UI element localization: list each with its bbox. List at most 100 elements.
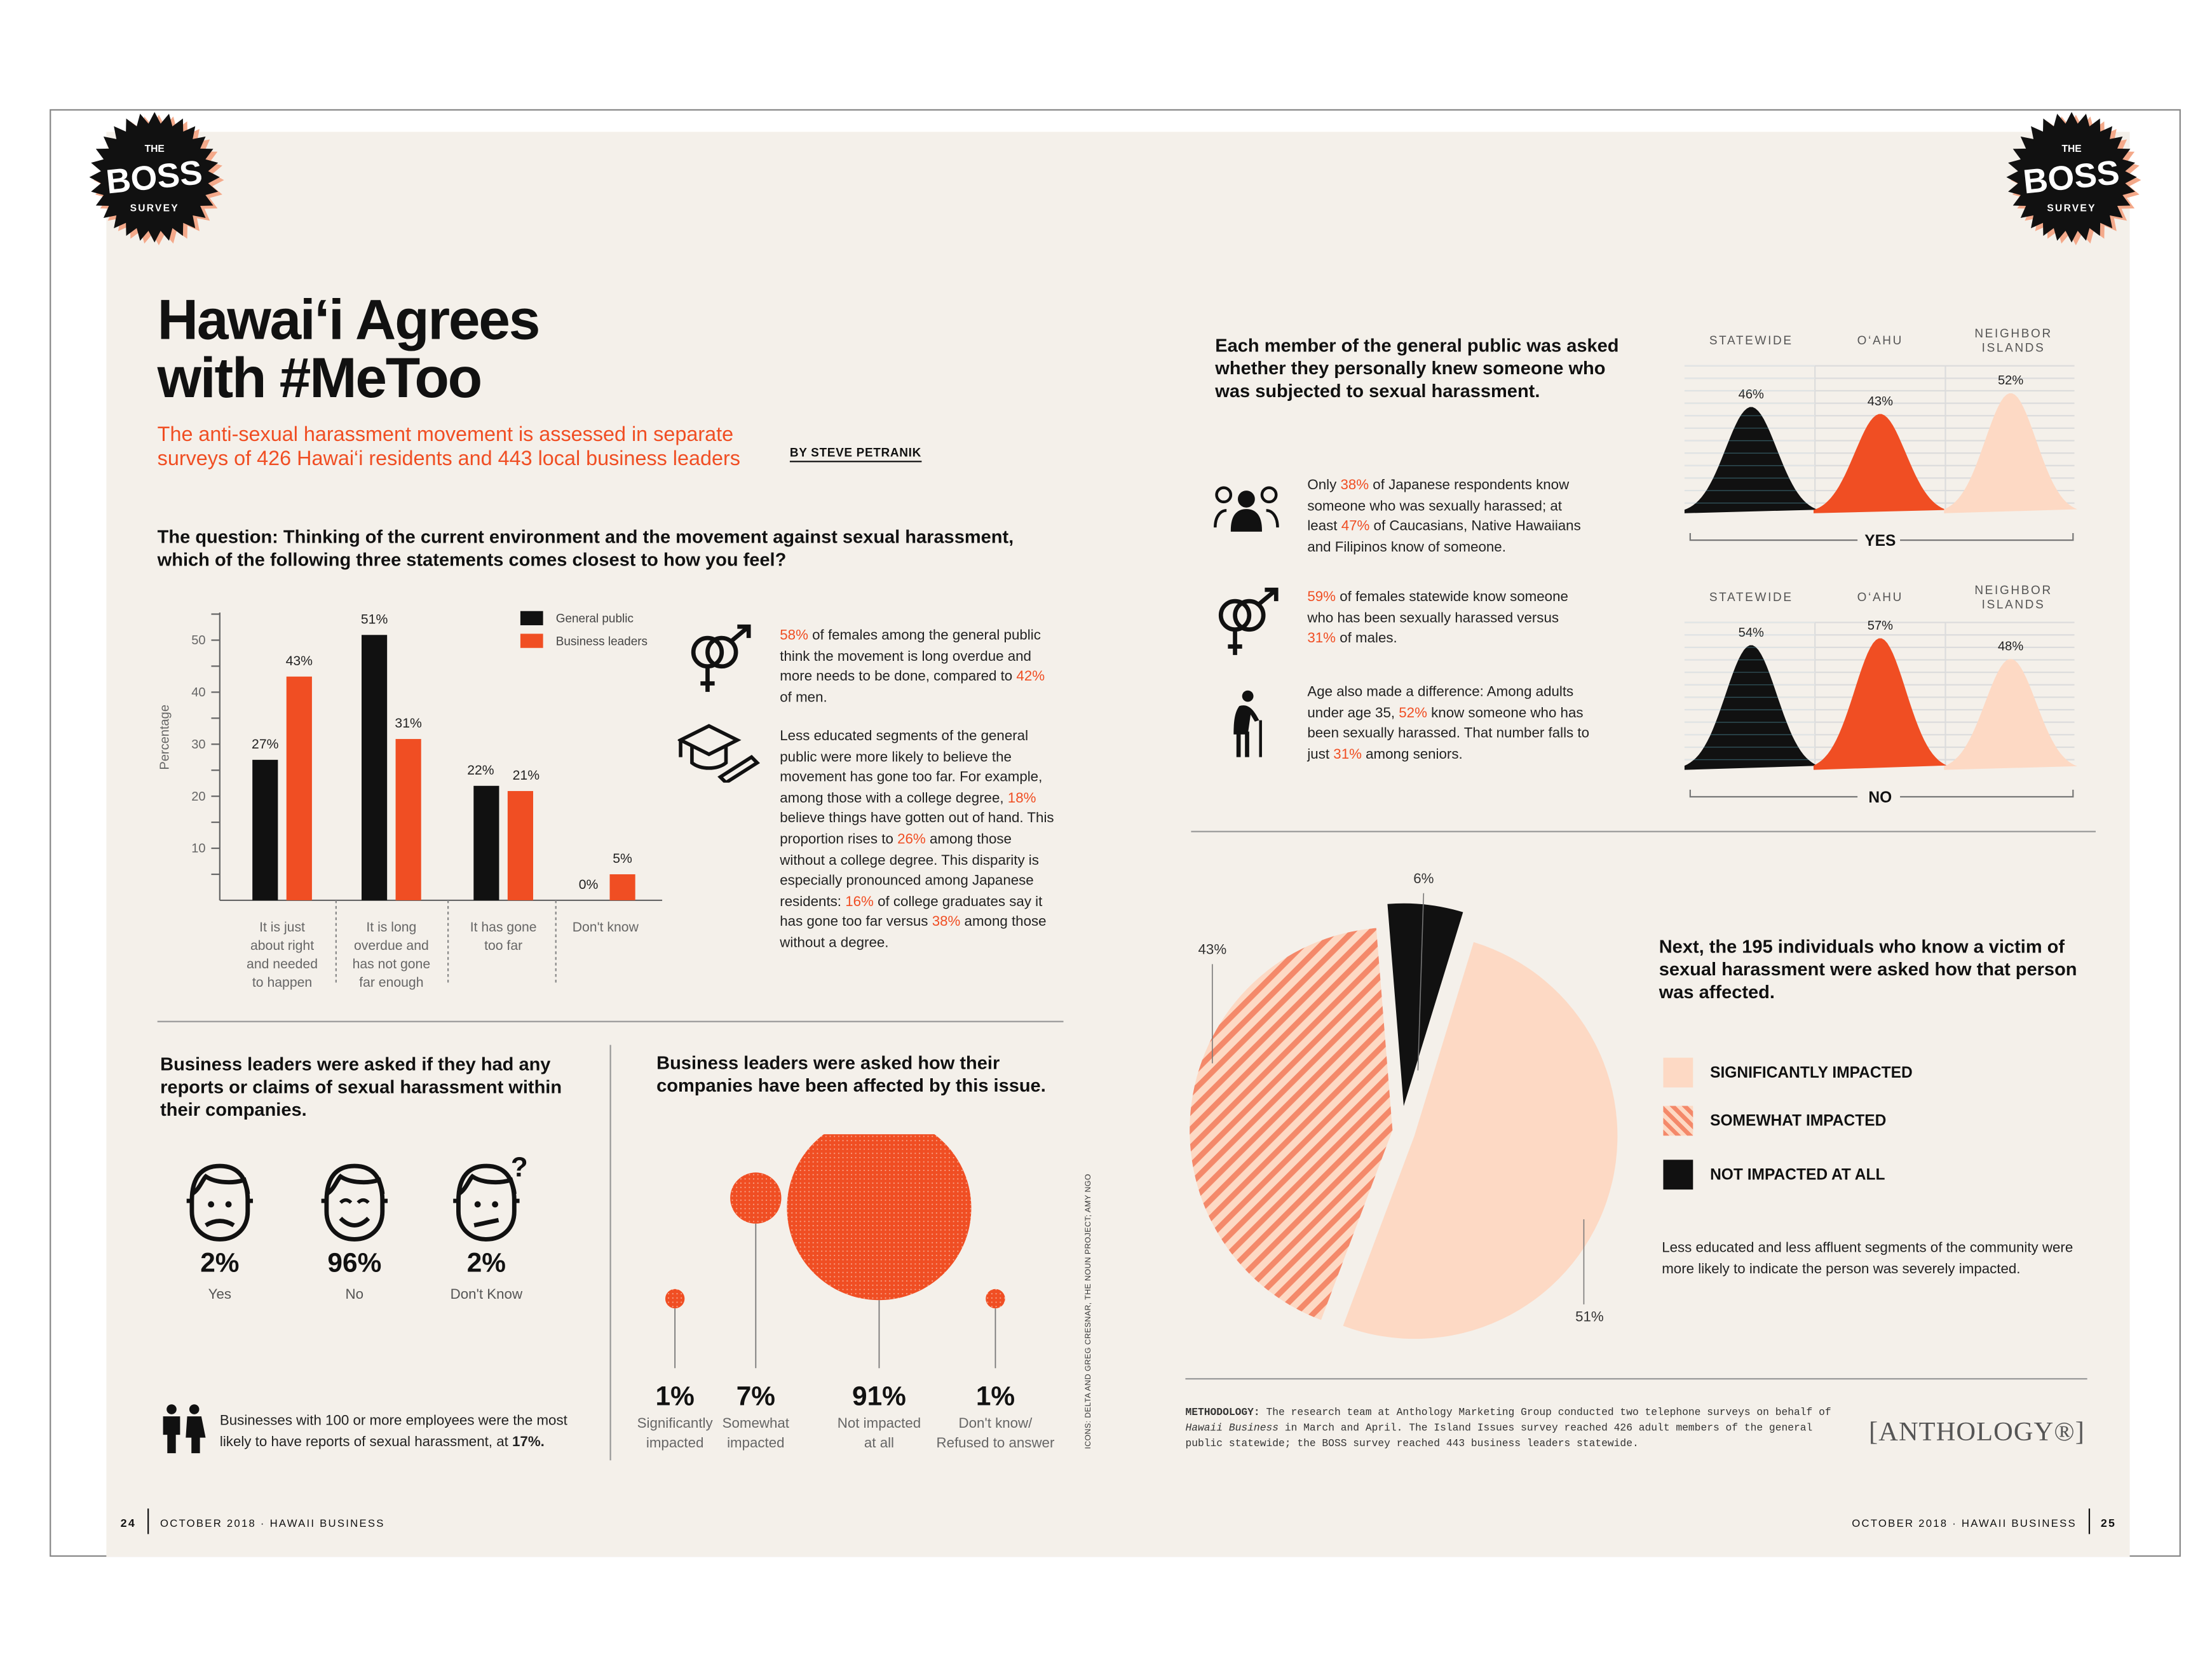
pie-heading: Next, the 195 individuals who know a vic… bbox=[1659, 935, 2077, 1003]
page-title: Hawai‘i Agrees with #MeToo bbox=[157, 289, 541, 409]
bar-business-leaders bbox=[609, 874, 635, 900]
bell-curve-yes bbox=[1813, 414, 1947, 513]
bubble-value-label: 1% bbox=[976, 1381, 1015, 1411]
category-label: It is long overdue and has not gone far eno… bbox=[353, 920, 431, 990]
region-label: NEIGHBOR ISLANDS bbox=[1974, 327, 2053, 355]
bubble-category-label: Don't know/Refused to answer bbox=[936, 1415, 1054, 1451]
badge-bottom-text: SURVEY bbox=[130, 203, 179, 213]
report-item: 2% Yes bbox=[163, 1156, 277, 1304]
pie-legend-item: SOMEWHAT IMPACTED bbox=[1663, 1106, 1886, 1136]
bar-general-public bbox=[252, 759, 278, 900]
pie-note: Less educated and less affluent segments… bbox=[1662, 1240, 2073, 1277]
bar-value-label: 43% bbox=[286, 654, 313, 668]
highlighted-stat: 38% bbox=[1340, 477, 1369, 494]
bubble-category-label: Not impacted at all bbox=[838, 1415, 921, 1451]
y-tick-label: 20 bbox=[191, 790, 205, 804]
pie-slice bbox=[1343, 942, 1618, 1339]
byline: BY STEVE PETRANIK bbox=[789, 445, 921, 463]
bar-value-label: 0% bbox=[579, 877, 599, 892]
pie-value-label: 43% bbox=[1198, 942, 1227, 958]
y-tick-label: 40 bbox=[191, 686, 205, 700]
issue-label: OCTOBER 2018 · HAWAII BUSINESS bbox=[159, 1517, 385, 1530]
legend-swatch bbox=[1663, 1160, 1693, 1190]
badge-bottom-text: SURVEY bbox=[2047, 203, 2096, 213]
highlighted-stat: 47% bbox=[1341, 519, 1370, 535]
methodology-text: The research team at Anthology Marketing… bbox=[1259, 1407, 1831, 1419]
y-tick-label: 50 bbox=[191, 633, 205, 647]
pie-value-label: 6% bbox=[1413, 870, 1434, 886]
note-text: of college graduates say it has gone too… bbox=[780, 894, 1043, 931]
answer-label: YES bbox=[1864, 532, 1896, 550]
bar-chart: 10 20 30 40 50 Percentage 27% 43% It is just abou… bbox=[158, 611, 663, 990]
region-label: O‘AHU bbox=[1857, 591, 1903, 604]
bar-value-label: 27% bbox=[252, 737, 279, 752]
age-note: Age also made a difference: Among adults… bbox=[1307, 684, 1598, 766]
methodology-label: METHODOLOGY: bbox=[1185, 1407, 1260, 1419]
note-text: of females among the general public thin… bbox=[780, 628, 1041, 686]
report-label: No bbox=[345, 1287, 364, 1303]
senior-with-cane-icon bbox=[1233, 690, 1262, 757]
bar-value-label: 51% bbox=[361, 612, 388, 626]
y-tick-label: 10 bbox=[191, 842, 205, 856]
bell-value-label: 48% bbox=[1998, 640, 2023, 654]
legend-label: Business leaders bbox=[556, 635, 648, 648]
note-text: of Caucasians, Native Hawaiians and Fili… bbox=[1307, 519, 1581, 556]
highlighted-stat: 16% bbox=[845, 894, 874, 911]
pie-chart: 51% 43% 6% bbox=[1190, 870, 1618, 1339]
note-text: of Japanese respondents know someone who… bbox=[1307, 477, 1570, 535]
note-text: Age also made a difference: Among adults… bbox=[1307, 684, 1574, 721]
pie-slice bbox=[1190, 928, 1393, 1320]
pie-slice bbox=[1387, 903, 1463, 1106]
bubble bbox=[665, 1289, 685, 1309]
gender-note: 58% of females among the general public … bbox=[780, 626, 1049, 709]
page-background bbox=[106, 132, 2130, 1557]
pie-legend-item: NOT IMPACTED AT ALL bbox=[1663, 1160, 1885, 1190]
footer-left: 24 OCTOBER 2018 · HAWAII BUSINESS bbox=[121, 1508, 385, 1534]
note-text: of males. bbox=[1336, 631, 1397, 647]
bubble bbox=[730, 1172, 782, 1224]
legend-swatch bbox=[1663, 1057, 1693, 1088]
category-label: Don't know bbox=[573, 920, 639, 935]
education-note: Less educated segments of the general pu… bbox=[780, 728, 1056, 955]
highlighted-stat: 42% bbox=[1016, 669, 1045, 686]
bar-business-leaders bbox=[507, 790, 534, 900]
bar-general-public bbox=[473, 785, 499, 900]
page-number: 24 bbox=[120, 1517, 137, 1530]
bar-business-leaders bbox=[286, 676, 312, 900]
report-item: 96% No bbox=[298, 1156, 412, 1304]
page-number: 25 bbox=[2100, 1517, 2117, 1530]
bell-curve-no bbox=[1813, 638, 1947, 770]
pie-legend-item: SIGNIFICANTLY IMPACTED bbox=[1663, 1057, 1913, 1088]
subtitle: The anti-sexual harassment movement is a… bbox=[157, 424, 740, 471]
y-axis-label: Percentage bbox=[158, 705, 172, 770]
pie-value-label: 51% bbox=[1575, 1309, 1604, 1325]
publication-name: Hawaii Business bbox=[1185, 1423, 1279, 1435]
survey-question: The question: Thinking of the current en… bbox=[157, 525, 1014, 571]
note-text: among those without a college degree. Th… bbox=[780, 832, 1039, 911]
bubble-category-label: Somewhat impacted bbox=[723, 1415, 790, 1451]
bubble-value-label: 7% bbox=[736, 1381, 775, 1411]
bar-general-public bbox=[362, 635, 388, 900]
svg-text:?: ? bbox=[511, 1156, 528, 1183]
gender-knew-note: 59% of females statewide know someone wh… bbox=[1307, 588, 1591, 651]
note-text: know someone who has been sexually haras… bbox=[1307, 705, 1590, 763]
highlighted-stat: 31% bbox=[1307, 631, 1336, 647]
bubble bbox=[986, 1289, 1005, 1309]
highlighted-stat: 26% bbox=[897, 832, 926, 848]
legend-label: NOT IMPACTED AT ALL bbox=[1710, 1166, 1885, 1184]
title-line-1: Hawai‘i Agrees bbox=[157, 289, 541, 352]
y-tick-label: 30 bbox=[191, 738, 205, 752]
highlighted-stat: 18% bbox=[1007, 790, 1036, 807]
category-label: It has gone too far bbox=[470, 920, 537, 953]
report-percent: 2% bbox=[466, 1249, 506, 1279]
man-woman-icon bbox=[163, 1404, 206, 1454]
region-label: STATEWIDE bbox=[1709, 591, 1793, 604]
bell-value-label: 52% bbox=[1998, 374, 2023, 388]
report-percent: 2% bbox=[200, 1249, 240, 1279]
note-text: 17%. bbox=[512, 1434, 545, 1450]
note-text: Less educated segments of the general pu… bbox=[780, 728, 1043, 807]
report-percent: 96% bbox=[327, 1249, 382, 1279]
people-group-icon bbox=[1214, 486, 1279, 532]
